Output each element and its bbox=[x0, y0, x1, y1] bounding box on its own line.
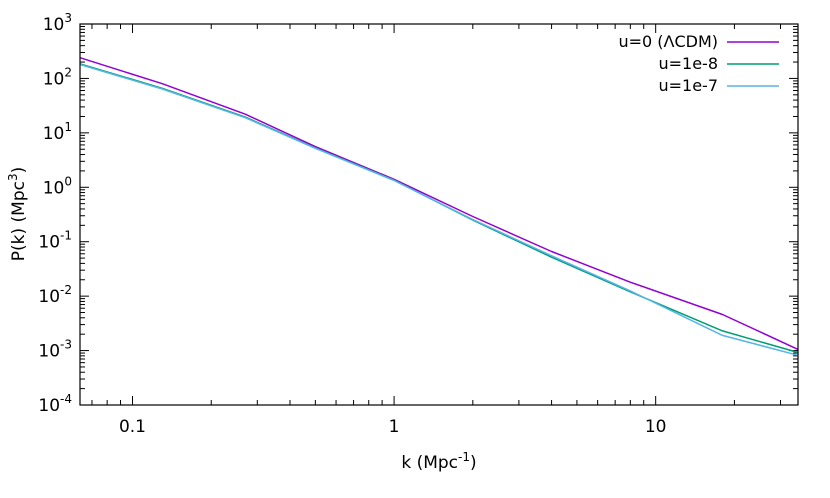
y-tick-label: 103 bbox=[43, 11, 72, 35]
y-tick-label: 102 bbox=[43, 65, 72, 89]
y-tick-label: 100 bbox=[43, 174, 72, 198]
plot-frame bbox=[79, 23, 799, 406]
series-line-0 bbox=[79, 56, 799, 351]
y-tick-label: 10-2 bbox=[38, 283, 72, 307]
x-tick-label: 10 bbox=[645, 417, 667, 437]
x-tick-label: 1 bbox=[389, 417, 400, 437]
y-tick-label: 10-3 bbox=[38, 338, 72, 362]
legend-label-0: u=0 (ΛCDM) bbox=[618, 32, 718, 51]
legend-label-1: u=1e-8 bbox=[658, 54, 718, 73]
x-tick-label: 0.1 bbox=[119, 417, 146, 437]
tick-labels: 10-4 10-3 10-2 10-1 100 101 102 103 0.1 1 10 bbox=[38, 11, 666, 437]
legend: u=0 (ΛCDM) u=1e-8 u=1e-7 bbox=[618, 32, 779, 95]
y-axis-label: P(k) (Mpc3) bbox=[6, 167, 29, 261]
legend-label-2: u=1e-7 bbox=[658, 76, 718, 95]
y-tick-label: 10-1 bbox=[38, 229, 72, 253]
y-tick-label: 101 bbox=[43, 120, 72, 144]
y-tick-label: 10-4 bbox=[38, 392, 72, 416]
series-lines bbox=[79, 56, 799, 357]
x-axis-label: k (Mpc-1) bbox=[401, 450, 476, 473]
series-line-2 bbox=[79, 63, 799, 357]
